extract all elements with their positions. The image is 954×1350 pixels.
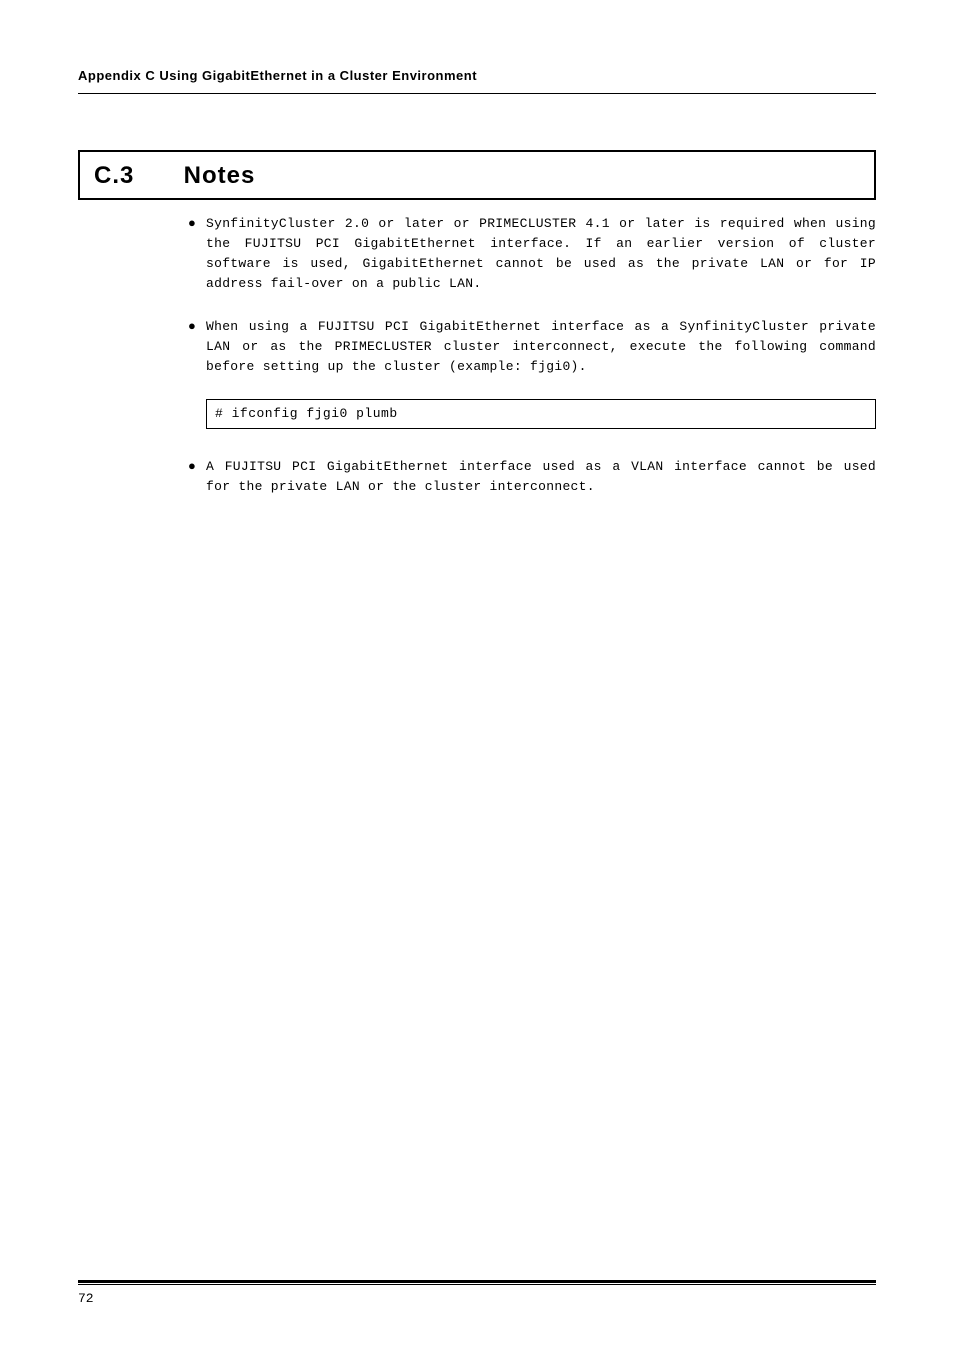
bullet-item: ● SynfinityCluster 2.0 or later or PRIME… xyxy=(188,214,876,295)
section-number: C.3 xyxy=(94,162,174,190)
code-block: # ifconfig fjgi0 plumb xyxy=(206,399,876,429)
section-body: ● SynfinityCluster 2.0 or later or PRIME… xyxy=(188,214,876,497)
running-header: Appendix C Using GigabitEthernet in a Cl… xyxy=(78,68,876,94)
bullet-text: When using a FUJITSU PCI GigabitEthernet… xyxy=(206,317,876,377)
bullet-text: SynfinityCluster 2.0 or later or PRIMECL… xyxy=(206,214,876,295)
bullet-icon: ● xyxy=(188,457,206,497)
bullet-icon: ● xyxy=(188,317,206,377)
page-number: 72 xyxy=(78,1291,94,1306)
page-footer: 72 xyxy=(78,1280,876,1306)
bullet-text: A FUJITSU PCI GigabitEthernet interface … xyxy=(206,457,876,497)
section-heading-box: C.3 Notes xyxy=(78,150,876,200)
bullet-item: ● A FUJITSU PCI GigabitEthernet interfac… xyxy=(188,457,876,497)
bullet-item: ● When using a FUJITSU PCI GigabitEthern… xyxy=(188,317,876,377)
section-title: Notes xyxy=(184,162,256,189)
bullet-icon: ● xyxy=(188,214,206,295)
